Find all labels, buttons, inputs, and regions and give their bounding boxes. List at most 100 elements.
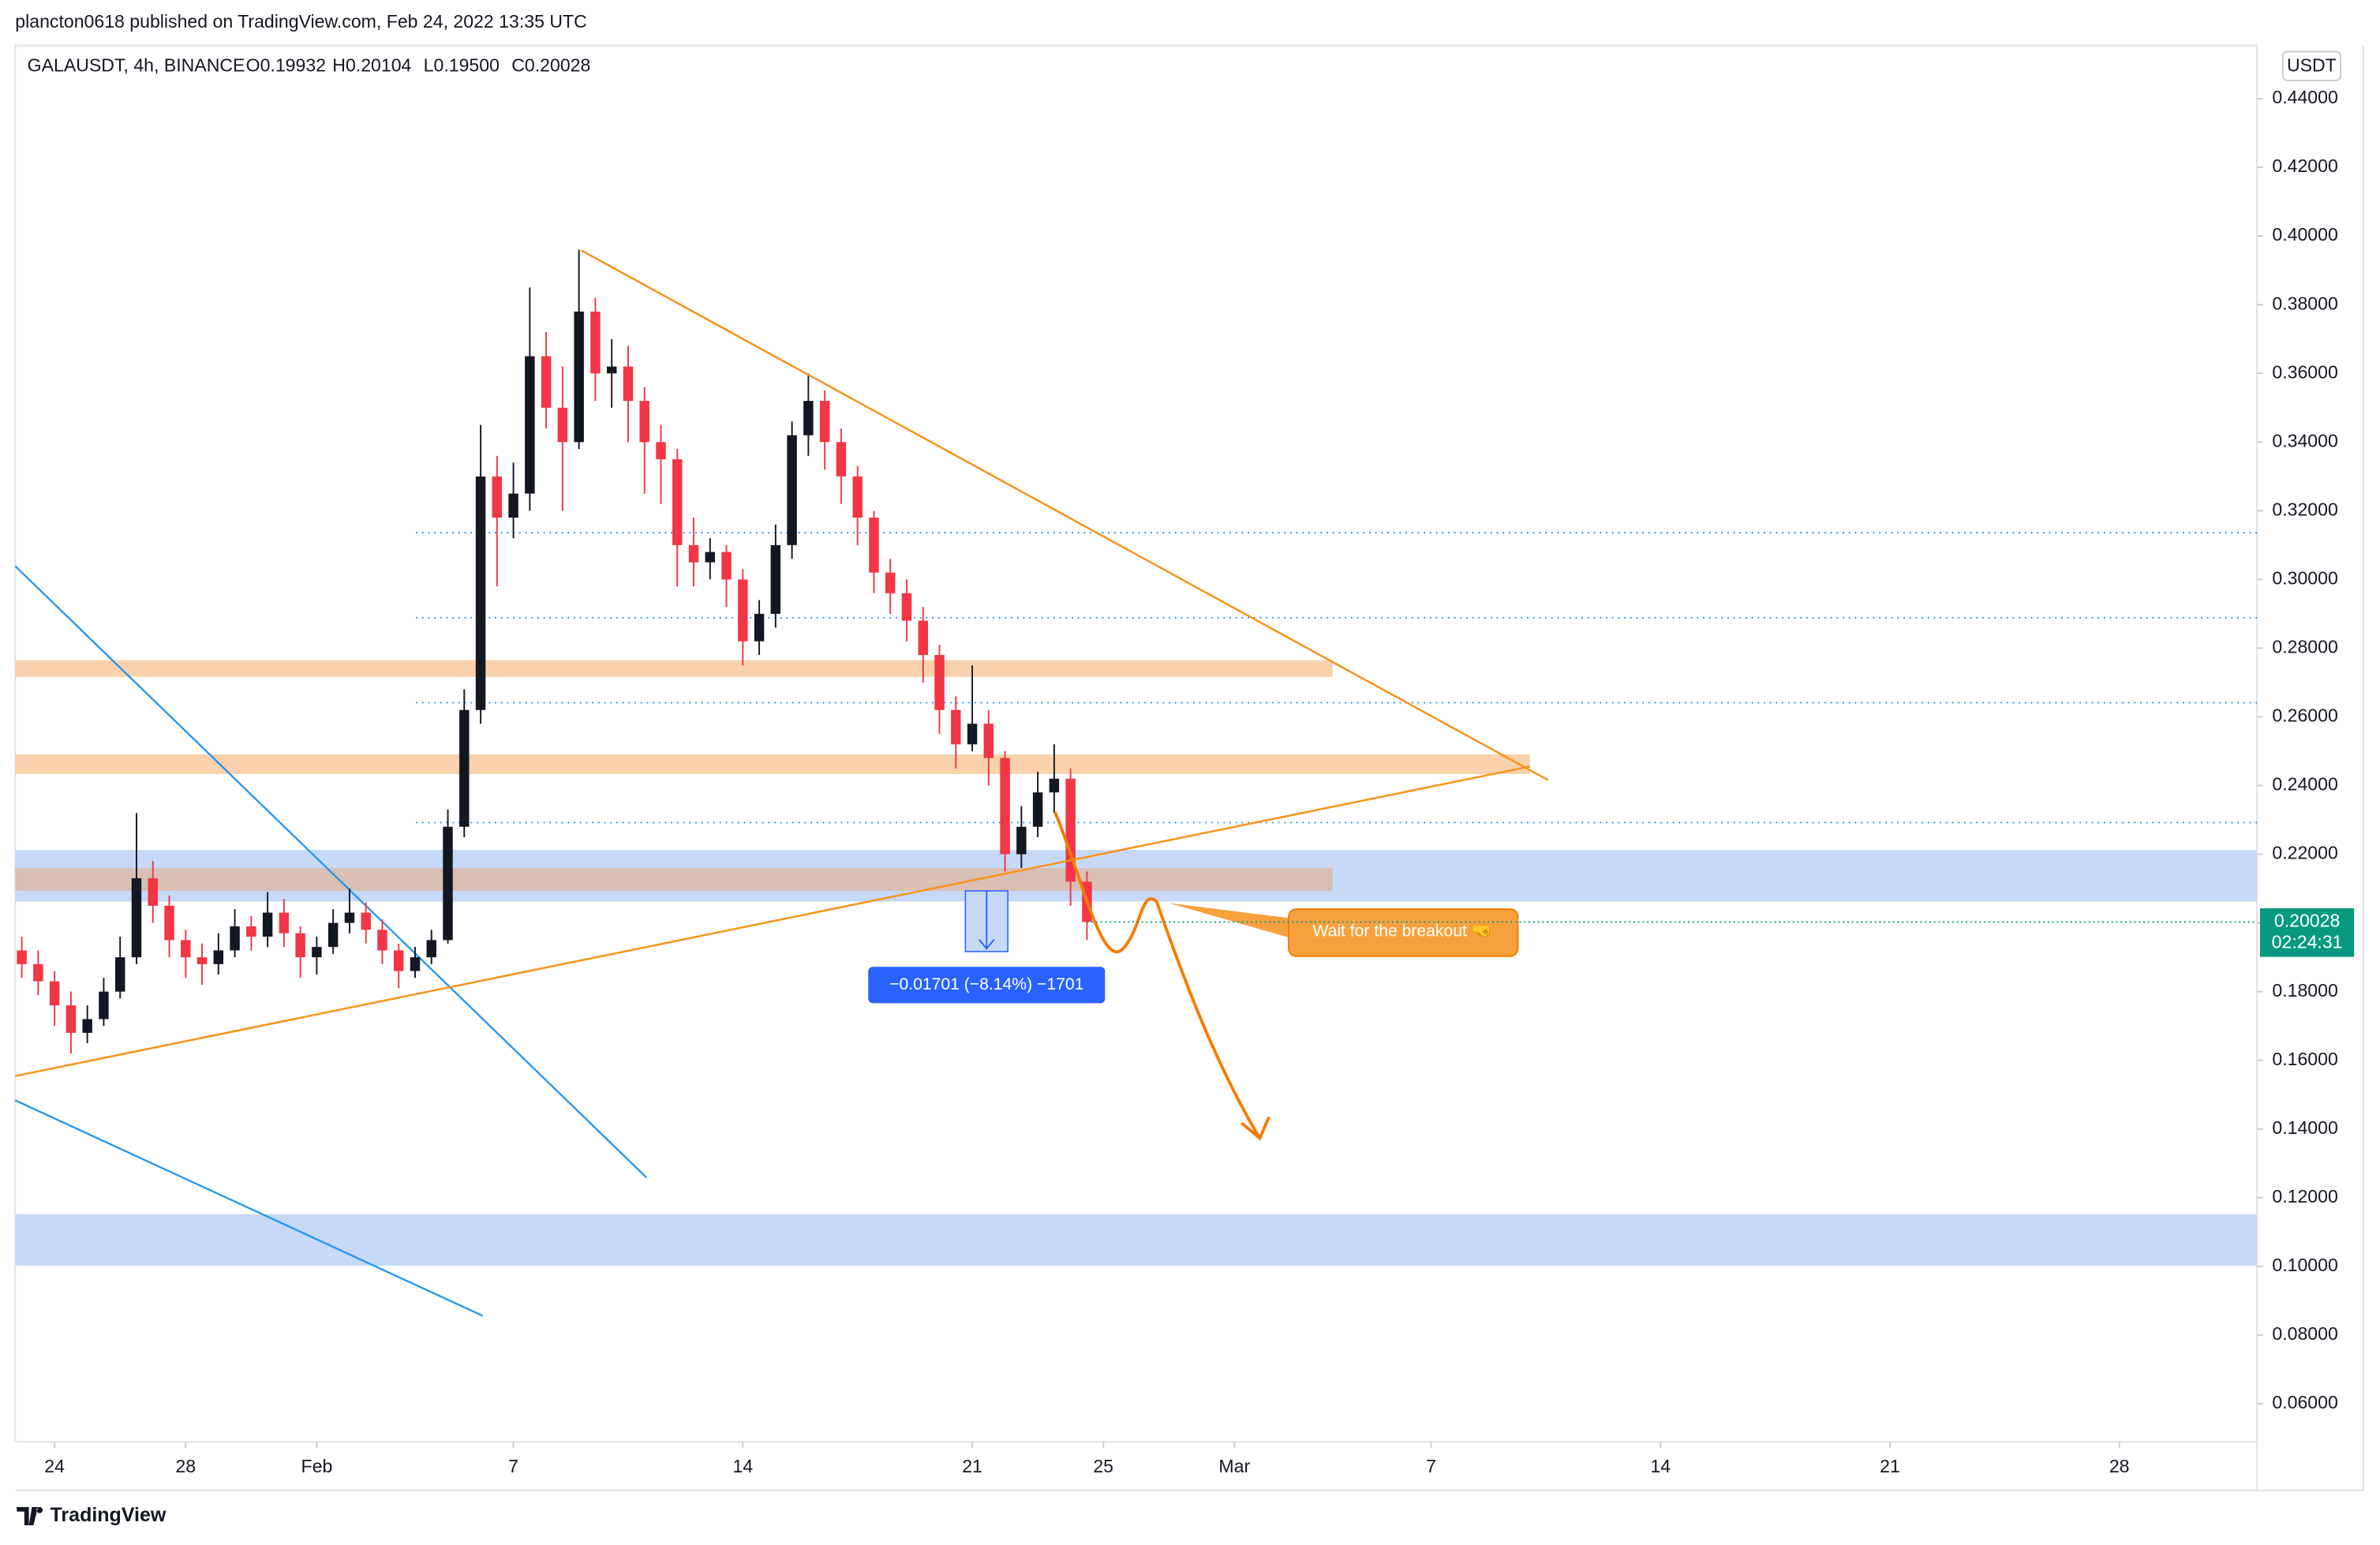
candle-body bbox=[967, 724, 978, 745]
candle-body bbox=[1065, 778, 1076, 882]
x-tick-label: 21 bbox=[1880, 1456, 1900, 1476]
candle-body bbox=[459, 709, 470, 827]
candle-body bbox=[361, 912, 371, 930]
candle-body bbox=[295, 933, 305, 958]
candle-body bbox=[705, 552, 716, 563]
y-tick-label: 0.16000 bbox=[2272, 1049, 2337, 1069]
candle-body bbox=[688, 544, 699, 563]
trend-line bbox=[14, 565, 648, 1179]
countdown: 02:24:31 bbox=[2272, 931, 2343, 952]
candle-body bbox=[164, 905, 174, 941]
trend-line bbox=[14, 1099, 484, 1317]
measure-label: −0.01701 (−8.14%) −1701 bbox=[889, 975, 1083, 993]
y-tick-label: 0.08000 bbox=[2272, 1323, 2337, 1344]
annotation: Wait for the breakout 🤜 bbox=[1312, 922, 1492, 941]
brand: TradingView bbox=[51, 1504, 167, 1526]
y-tick-label: 0.36000 bbox=[2272, 361, 2337, 382]
y-tick-label: 0.40000 bbox=[2272, 224, 2337, 245]
candle-body bbox=[885, 572, 896, 593]
candle-body bbox=[181, 940, 191, 958]
candle-body bbox=[1049, 778, 1060, 793]
x-tick-label: 21 bbox=[962, 1456, 982, 1476]
candle-body bbox=[983, 724, 994, 758]
resistance-zone bbox=[15, 754, 1530, 774]
y-tick-label: 0.26000 bbox=[2272, 705, 2337, 726]
x-tick-label: 25 bbox=[1093, 1456, 1113, 1476]
trend-lines bbox=[14, 565, 648, 1317]
candle-body bbox=[279, 912, 290, 933]
candle-body bbox=[770, 544, 781, 614]
y-tick-label: 0.12000 bbox=[2272, 1186, 2337, 1206]
y-tick-label: 0.18000 bbox=[2272, 980, 2337, 1001]
candle-body bbox=[574, 311, 584, 443]
y-tick-label: 0.32000 bbox=[2272, 499, 2337, 519]
candle-body bbox=[525, 356, 535, 494]
ohlc-low: L0.19500 bbox=[424, 55, 500, 76]
candle-body bbox=[672, 459, 683, 545]
candles bbox=[17, 249, 1092, 1054]
x-tick-label: Feb bbox=[301, 1456, 333, 1476]
projection-path bbox=[1053, 811, 1270, 1141]
candle-body bbox=[33, 963, 43, 982]
candle-body bbox=[901, 593, 912, 621]
x-tick-label: 14 bbox=[1650, 1456, 1671, 1476]
y-tick-label: 0.44000 bbox=[2272, 87, 2337, 107]
ohlc-high: H0.20104 bbox=[332, 55, 411, 76]
candle-body bbox=[148, 878, 158, 906]
y-tick-label: 0.42000 bbox=[2272, 155, 2337, 176]
triangle-line bbox=[581, 249, 1549, 781]
y-tick-label: 0.34000 bbox=[2272, 430, 2337, 451]
candle-body bbox=[918, 620, 928, 656]
candle-body bbox=[508, 493, 518, 518]
y-tick-label: 0.38000 bbox=[2272, 293, 2337, 313]
candle-body bbox=[738, 579, 748, 642]
y-tick-label: 0.10000 bbox=[2272, 1255, 2337, 1275]
last-price-box bbox=[2259, 908, 2355, 957]
candle-body bbox=[426, 940, 436, 958]
symbol-info: GALAUSDT, 4h, BINANCE bbox=[28, 55, 245, 76]
currency[interactable]: USDT bbox=[2287, 55, 2337, 76]
x-tick-label: 7 bbox=[508, 1456, 518, 1476]
resistance-zone bbox=[15, 660, 1333, 677]
candle-body bbox=[327, 922, 339, 948]
y-tick-label: 0.24000 bbox=[2272, 774, 2337, 795]
candle-body bbox=[262, 912, 273, 937]
candle-body bbox=[230, 926, 240, 951]
y-tick-label: 0.28000 bbox=[2272, 637, 2337, 657]
y-tick-label: 0.06000 bbox=[2272, 1392, 2337, 1412]
candle-body bbox=[99, 991, 109, 1019]
triangle-line bbox=[15, 765, 1531, 1077]
currency-box[interactable] bbox=[2281, 51, 2341, 81]
candle-body bbox=[65, 1005, 77, 1033]
candle-body bbox=[17, 950, 27, 964]
x-tick-label: 14 bbox=[732, 1456, 753, 1476]
candle-body bbox=[754, 613, 765, 642]
x-tick-label: 24 bbox=[44, 1456, 65, 1476]
y-tick-label: 0.14000 bbox=[2272, 1117, 2337, 1138]
ohlc-close: C0.20028 bbox=[511, 55, 590, 76]
candle-body bbox=[377, 930, 387, 951]
candle-body bbox=[656, 442, 666, 460]
candle-body bbox=[623, 366, 634, 402]
candle-body bbox=[869, 518, 879, 573]
x-tick-label: 28 bbox=[2109, 1456, 2130, 1476]
candle-body bbox=[951, 709, 961, 745]
candle-body bbox=[1032, 792, 1043, 827]
candle-body bbox=[131, 878, 142, 958]
annotation-box bbox=[1288, 908, 1519, 957]
candle-body bbox=[557, 407, 568, 443]
candle-body bbox=[196, 957, 208, 964]
candle-body bbox=[394, 950, 404, 971]
published-line: plancton0618 published on TradingView.co… bbox=[15, 11, 586, 32]
candle-body bbox=[721, 552, 732, 580]
y-tick-label: 0.30000 bbox=[2272, 567, 2337, 588]
candle-body bbox=[443, 826, 453, 941]
candle-body bbox=[787, 435, 797, 545]
candle-body bbox=[246, 926, 256, 937]
candle-body bbox=[492, 476, 503, 518]
last-price-label: 0.20028 bbox=[2274, 911, 2340, 931]
candle-body bbox=[639, 401, 649, 443]
